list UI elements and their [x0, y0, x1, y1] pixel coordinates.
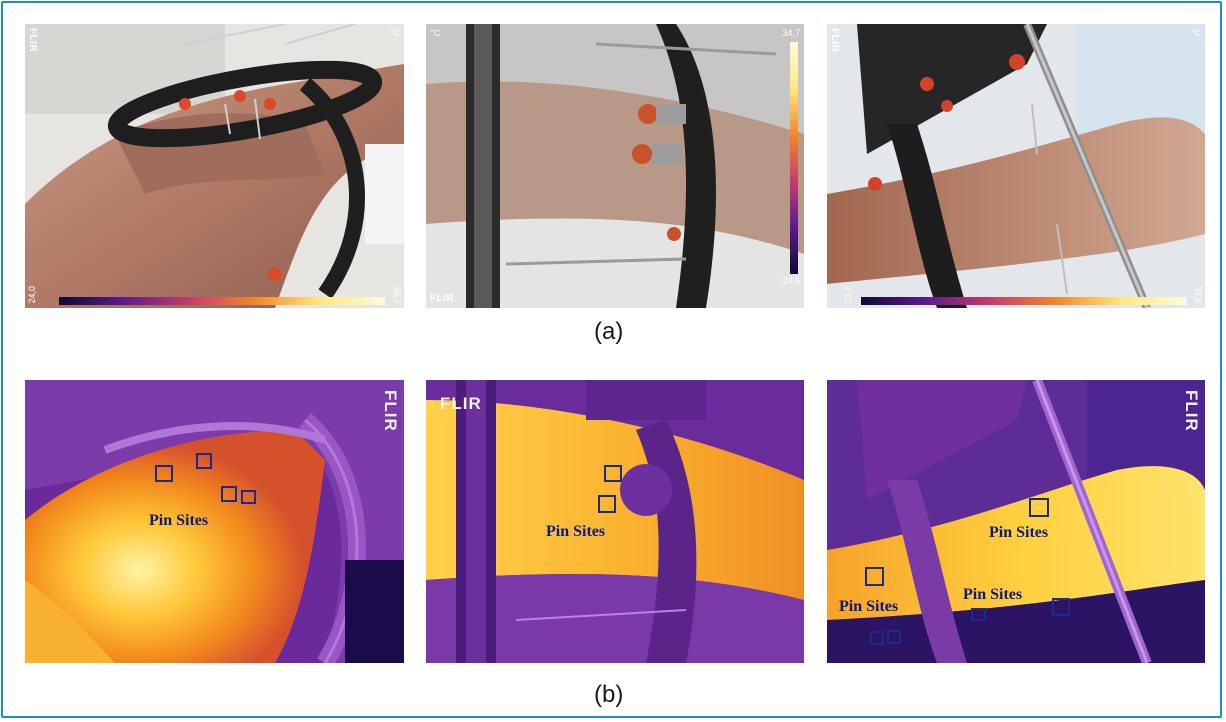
scale-max-label: 34,8	[1193, 286, 1203, 304]
pin-site-marker	[598, 495, 616, 513]
pin-site-marker	[196, 453, 212, 469]
thermal-image-1: FLIR Pin Sites	[25, 380, 404, 663]
visual-photo-2: °C 34,7 24,6 FLIR	[426, 24, 804, 308]
pin-site-marker	[870, 631, 884, 645]
scale-min-label: 24,6	[782, 276, 800, 286]
temperature-unit: °C	[1190, 28, 1201, 38]
flir-logo: FLIR	[430, 293, 455, 304]
scale-min-label: 23,7	[843, 286, 853, 304]
pin-site-marker	[1029, 498, 1049, 517]
scale-max-label: 35,7	[392, 286, 402, 304]
flir-logo: FLIR	[440, 394, 482, 413]
pin-site-marker	[1052, 598, 1070, 616]
flir-logo: FLIR	[829, 28, 840, 53]
caption-b: (b)	[594, 681, 624, 708]
visual-photo-3: FLIR °C 23,7 34,8	[827, 24, 1205, 308]
caption-a: (a)	[594, 318, 624, 345]
scale-max-label: 34,7	[782, 28, 800, 38]
pin-sites-label: Pin Sites	[546, 523, 606, 540]
temperature-unit: °C	[430, 28, 441, 38]
pin-site-marker	[241, 490, 256, 504]
flir-logo: FLIR	[381, 390, 400, 432]
thermal-image-3: FLIR Pin Sites Pin Sites Pin Sites	[827, 380, 1205, 663]
pin-site-marker	[971, 608, 986, 621]
pin-sites-label: Pin Sites	[149, 512, 209, 529]
color-scale-bar	[790, 42, 798, 274]
color-scale-bar	[59, 297, 385, 305]
flir-logo: FLIR	[27, 28, 38, 53]
color-scale-bar	[861, 297, 1187, 305]
pin-site-marker	[604, 465, 622, 482]
pin-site-marker	[865, 567, 884, 586]
pin-site-marker	[887, 630, 901, 644]
pin-sites-label: Pin Sites	[989, 524, 1049, 541]
pin-sites-label: Pin Sites	[963, 586, 1023, 603]
visual-photo-1: FLIR °C 24,0 35,7	[25, 24, 404, 308]
flir-logo: FLIR	[1182, 390, 1201, 432]
pin-site-marker	[221, 486, 237, 502]
pin-site-marker	[155, 465, 173, 482]
pin-sites-label: Pin Sites	[839, 598, 899, 615]
thermal-image-2: FLIR Pin Sites	[426, 380, 804, 663]
temperature-unit: °C	[389, 28, 400, 38]
scale-min-label: 24,0	[27, 286, 37, 304]
